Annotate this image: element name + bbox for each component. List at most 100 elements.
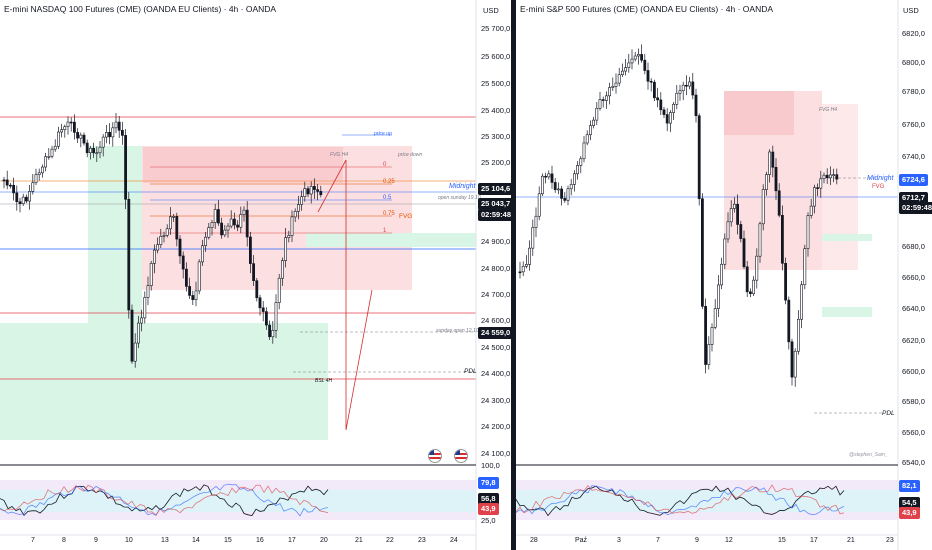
- rsi-upper-tag: 79,8: [478, 477, 499, 489]
- candle-body: [82, 134, 86, 144]
- fvg-zone-small: [306, 233, 476, 247]
- fvg-h4-label: FVG H4: [819, 107, 838, 113]
- candle-body: [277, 277, 281, 303]
- date-tick: 16: [256, 537, 264, 544]
- candle-body: [178, 238, 182, 257]
- candle-body: [556, 188, 560, 191]
- candle-body: [796, 318, 800, 352]
- price-tick: 24 200,0: [481, 422, 511, 431]
- price-tick: 6660,0: [902, 273, 925, 282]
- us-flag-icon[interactable]: [454, 449, 468, 463]
- candle-body: [79, 134, 83, 139]
- candle-body: [197, 261, 201, 292]
- price-down-label: price down: [398, 152, 423, 158]
- candle-body: [85, 142, 89, 154]
- date-tick: 15: [224, 537, 232, 544]
- currency-label: USD: [903, 6, 919, 15]
- candle-body: [40, 166, 44, 174]
- candle-body: [316, 189, 320, 192]
- candle-body: [710, 327, 714, 345]
- candle-body: [53, 145, 57, 150]
- candle-body: [50, 148, 54, 157]
- candle-body: [672, 103, 676, 113]
- candle-body: [28, 191, 32, 202]
- rsi-mid-tag: 56,8: [478, 493, 499, 505]
- rsi-line: [0, 484, 329, 516]
- candle-body: [669, 112, 672, 124]
- candle-body: [806, 215, 810, 249]
- date-tick: 10: [125, 537, 133, 544]
- candle-body: [758, 223, 762, 257]
- candle-body: [704, 306, 708, 365]
- candle-body: [742, 238, 746, 268]
- candle-body: [207, 227, 211, 238]
- price-tick: 6680,0: [902, 242, 925, 251]
- date-tick: 21: [355, 537, 363, 544]
- candle-body: [194, 290, 198, 300]
- us-flag-icon[interactable]: [428, 449, 442, 463]
- candle-body: [521, 265, 525, 273]
- candle-body: [585, 134, 589, 144]
- candle-body: [544, 175, 548, 178]
- fvg-label: FVG: [399, 213, 413, 220]
- candle-body: [665, 114, 669, 124]
- candle-body: [534, 215, 538, 228]
- candle-body: [37, 172, 41, 175]
- date-tick: 8: [62, 537, 66, 544]
- fvg-zone: [143, 147, 343, 183]
- date-tick: Paź: [575, 537, 588, 544]
- candle-body: [691, 81, 695, 96]
- nasdaq-price-chart[interactable]: [0, 0, 511, 550]
- candle-body: [662, 109, 666, 115]
- rsi-line: [516, 484, 845, 515]
- candle-body: [800, 284, 804, 320]
- candle-body: [306, 188, 310, 195]
- candle-body: [293, 211, 297, 218]
- candle-body: [229, 218, 233, 227]
- candle-body: [633, 55, 637, 60]
- candle-body: [233, 218, 236, 226]
- candle-body: [185, 268, 188, 287]
- candle-body: [736, 203, 740, 225]
- candle-body: [261, 307, 265, 312]
- candle-body: [819, 178, 823, 189]
- candle-body: [726, 221, 730, 240]
- price-tick: 25 500,0: [481, 79, 511, 88]
- sp500-price-chart[interactable]: [516, 0, 932, 550]
- candle-body: [191, 295, 195, 300]
- candle-body: [175, 216, 179, 240]
- candle-body: [89, 147, 92, 154]
- nasdaq-chart-pane[interactable]: E-mini NASDAQ 100 Futures (CME) (OANDA E…: [0, 0, 511, 550]
- candle-body: [761, 189, 765, 225]
- candle-body: [723, 238, 727, 265]
- rsi-line: [516, 485, 845, 517]
- candle-body: [12, 184, 16, 194]
- candle-body: [713, 308, 717, 328]
- bsl-label: BSL 4H: [315, 378, 333, 384]
- date-tick: 14: [192, 537, 200, 544]
- candle-body: [140, 317, 144, 324]
- candle-body: [697, 115, 701, 200]
- rsi-mid-tag: 54,5: [899, 497, 920, 509]
- candle-body: [688, 81, 692, 87]
- pane-splitter[interactable]: [511, 0, 516, 550]
- candle-body: [303, 188, 307, 197]
- candle-body: [172, 216, 176, 218]
- candle-body: [56, 131, 60, 147]
- candle-body: [111, 127, 115, 138]
- candle-body: [685, 84, 688, 87]
- candle-body: [828, 174, 832, 179]
- rsi-line: [0, 483, 329, 517]
- candle-body: [540, 175, 544, 195]
- candle-body: [98, 146, 102, 154]
- date-tick: 9: [695, 537, 699, 544]
- sp500-chart-pane[interactable]: E-mini S&P 500 Futures (CME) (OANDA EU C…: [516, 0, 932, 550]
- candle-body: [822, 174, 826, 180]
- rsi-lower-tag: 43,9: [478, 503, 499, 515]
- candle-body: [589, 125, 592, 136]
- candle-body: [252, 263, 256, 281]
- candle-body: [245, 209, 249, 238]
- candle-body: [287, 235, 291, 238]
- price-up-label: price up: [374, 131, 392, 137]
- price-tick: 24 300,0: [481, 396, 511, 405]
